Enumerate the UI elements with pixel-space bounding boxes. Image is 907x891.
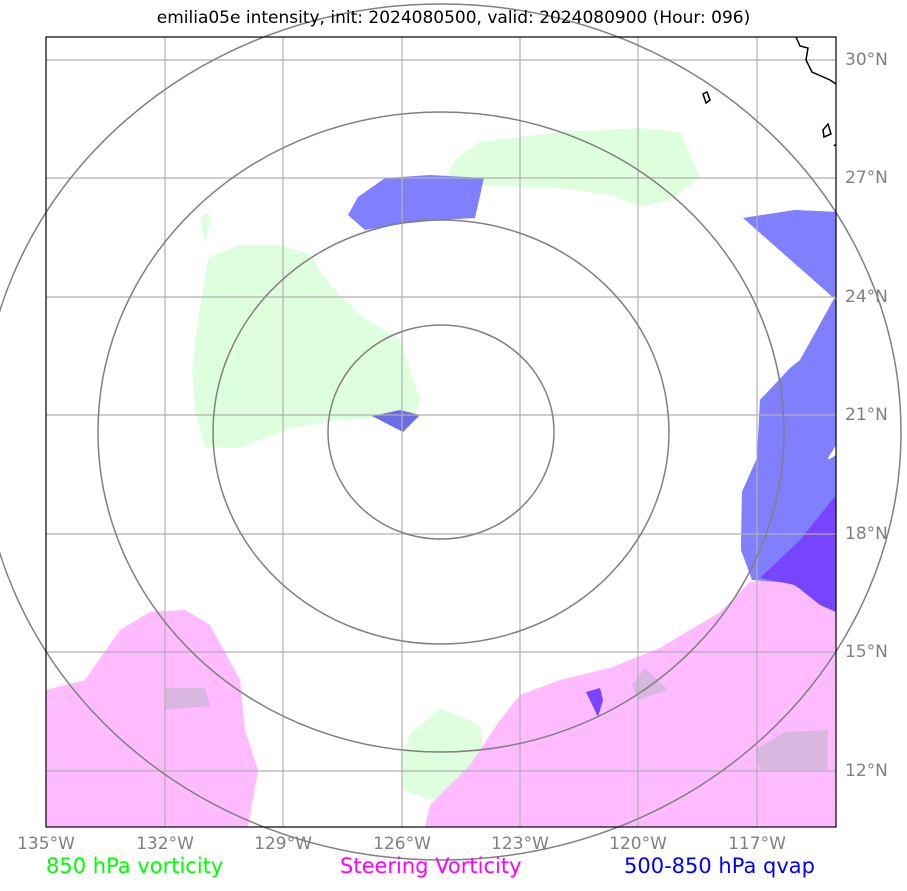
steering-overlap-west bbox=[165, 688, 210, 710]
legend-steering-vorticity: Steering Vorticity bbox=[340, 854, 522, 878]
gridlines bbox=[46, 37, 836, 827]
plot-frame bbox=[45, 36, 837, 828]
lat-label: 21°N bbox=[845, 405, 888, 425]
range-ring-3 bbox=[97, 111, 785, 753]
legend-qvap: 500-850 hPa qvap bbox=[624, 854, 815, 878]
range-ring-2 bbox=[212, 219, 670, 645]
vorticity-fill-west bbox=[192, 245, 420, 448]
qvap-fill-north bbox=[348, 175, 484, 230]
vorticity-fill-sliver bbox=[200, 212, 210, 243]
lat-label: 18°N bbox=[845, 524, 888, 544]
steering-fill-southeast bbox=[425, 578, 836, 827]
lon-label: 120°W bbox=[609, 834, 667, 854]
map-title: emilia05e intensity, init: 2024080500, v… bbox=[156, 8, 751, 28]
range-ring-4 bbox=[0, 3, 902, 861]
lon-label: 129°W bbox=[254, 834, 312, 854]
lon-label: 117°W bbox=[728, 834, 786, 854]
lat-label: 30°N bbox=[845, 50, 888, 70]
filled-fields bbox=[46, 128, 836, 827]
steering-overlap-east-2 bbox=[755, 730, 828, 770]
lon-label: 132°W bbox=[136, 834, 194, 854]
lat-label: 15°N bbox=[845, 642, 888, 662]
lon-label: 126°W bbox=[373, 834, 431, 854]
lat-label: 27°N bbox=[845, 168, 888, 188]
qvap-fill-dark bbox=[760, 495, 836, 612]
qvap-fill-small bbox=[586, 688, 603, 717]
vorticity-fill-north bbox=[445, 128, 700, 207]
range-rings bbox=[0, 3, 902, 861]
lat-label: 24°N bbox=[845, 287, 888, 307]
lon-label: 123°W bbox=[491, 834, 549, 854]
qvap-fill-east-main bbox=[741, 210, 836, 610]
lon-label: 135°W bbox=[17, 834, 75, 854]
range-ring-1 bbox=[327, 324, 555, 540]
legend-850-vorticity: 850 hPa vorticity bbox=[46, 854, 224, 878]
lat-label: 12°N bbox=[845, 761, 888, 781]
